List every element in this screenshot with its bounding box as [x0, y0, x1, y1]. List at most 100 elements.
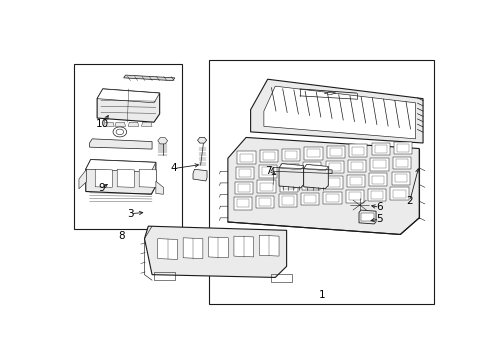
Bar [351, 147, 364, 155]
Bar [395, 159, 407, 167]
Polygon shape [250, 79, 422, 143]
Bar [303, 162, 321, 175]
Polygon shape [144, 226, 286, 278]
Bar [345, 190, 363, 203]
Bar [391, 172, 409, 185]
Text: 2: 2 [406, 196, 412, 206]
Text: 5: 5 [375, 214, 382, 224]
Bar [326, 146, 344, 158]
Polygon shape [128, 122, 139, 126]
Text: 7: 7 [264, 166, 271, 176]
Bar [301, 193, 319, 205]
Bar [394, 174, 406, 183]
Polygon shape [139, 169, 156, 187]
Polygon shape [97, 89, 159, 103]
Bar [370, 191, 383, 199]
Polygon shape [85, 159, 156, 172]
Polygon shape [303, 165, 327, 171]
Bar [282, 149, 300, 161]
Text: 6: 6 [375, 202, 382, 212]
Polygon shape [156, 181, 163, 194]
Polygon shape [358, 210, 375, 224]
Bar [323, 192, 341, 204]
Bar [257, 180, 275, 193]
Bar [260, 183, 272, 191]
Polygon shape [79, 169, 86, 189]
Polygon shape [197, 137, 206, 143]
Bar [304, 195, 316, 203]
Polygon shape [303, 165, 327, 189]
Bar [259, 150, 277, 162]
Bar [256, 196, 274, 208]
Polygon shape [279, 164, 303, 188]
Bar [326, 194, 338, 202]
Bar [261, 167, 273, 175]
Bar [396, 144, 408, 152]
Polygon shape [208, 237, 228, 258]
Bar [389, 187, 408, 200]
Text: 10: 10 [96, 118, 109, 129]
Polygon shape [141, 122, 152, 126]
Bar [361, 213, 373, 221]
Bar [304, 147, 322, 159]
Bar [236, 167, 254, 179]
Polygon shape [103, 122, 114, 126]
Text: 4: 4 [170, 163, 177, 174]
Polygon shape [183, 238, 203, 258]
Text: 9: 9 [99, 183, 105, 193]
Bar [393, 190, 405, 198]
Text: 3: 3 [127, 209, 134, 219]
Bar [393, 141, 411, 154]
Bar [392, 157, 410, 169]
Polygon shape [233, 236, 253, 257]
Bar [305, 165, 318, 173]
Bar [369, 158, 388, 171]
Polygon shape [158, 239, 177, 260]
Bar [302, 177, 320, 190]
Bar [346, 175, 365, 187]
Text: 1: 1 [319, 291, 325, 301]
Bar [325, 161, 343, 174]
Bar [374, 145, 386, 153]
Bar [74, 64, 182, 229]
Bar [240, 153, 252, 162]
Bar [349, 177, 361, 185]
Polygon shape [97, 89, 159, 122]
Polygon shape [227, 138, 418, 234]
Polygon shape [85, 159, 156, 194]
Bar [237, 151, 255, 164]
Bar [280, 164, 299, 176]
Circle shape [142, 143, 147, 147]
Bar [307, 149, 319, 157]
Circle shape [113, 143, 119, 147]
Polygon shape [264, 86, 415, 139]
Bar [373, 161, 385, 168]
Bar [278, 194, 296, 207]
Bar [208, 60, 433, 304]
Bar [347, 159, 366, 172]
Bar [324, 176, 342, 189]
Bar [239, 169, 251, 177]
Bar [305, 180, 317, 188]
Polygon shape [115, 122, 125, 126]
Bar [237, 199, 248, 207]
Bar [258, 165, 276, 177]
Polygon shape [95, 169, 112, 187]
Circle shape [128, 143, 134, 147]
Bar [348, 192, 360, 201]
Polygon shape [259, 235, 279, 256]
Bar [284, 166, 296, 174]
Bar [368, 174, 386, 186]
Text: 8: 8 [118, 231, 125, 241]
Bar [238, 184, 250, 192]
Bar [350, 162, 363, 170]
Polygon shape [89, 139, 152, 149]
Bar [371, 143, 389, 156]
Bar [367, 189, 386, 201]
Polygon shape [279, 164, 303, 170]
Bar [233, 197, 252, 210]
Polygon shape [117, 169, 134, 187]
Bar [281, 197, 293, 204]
Bar [259, 198, 271, 206]
Bar [371, 176, 384, 184]
